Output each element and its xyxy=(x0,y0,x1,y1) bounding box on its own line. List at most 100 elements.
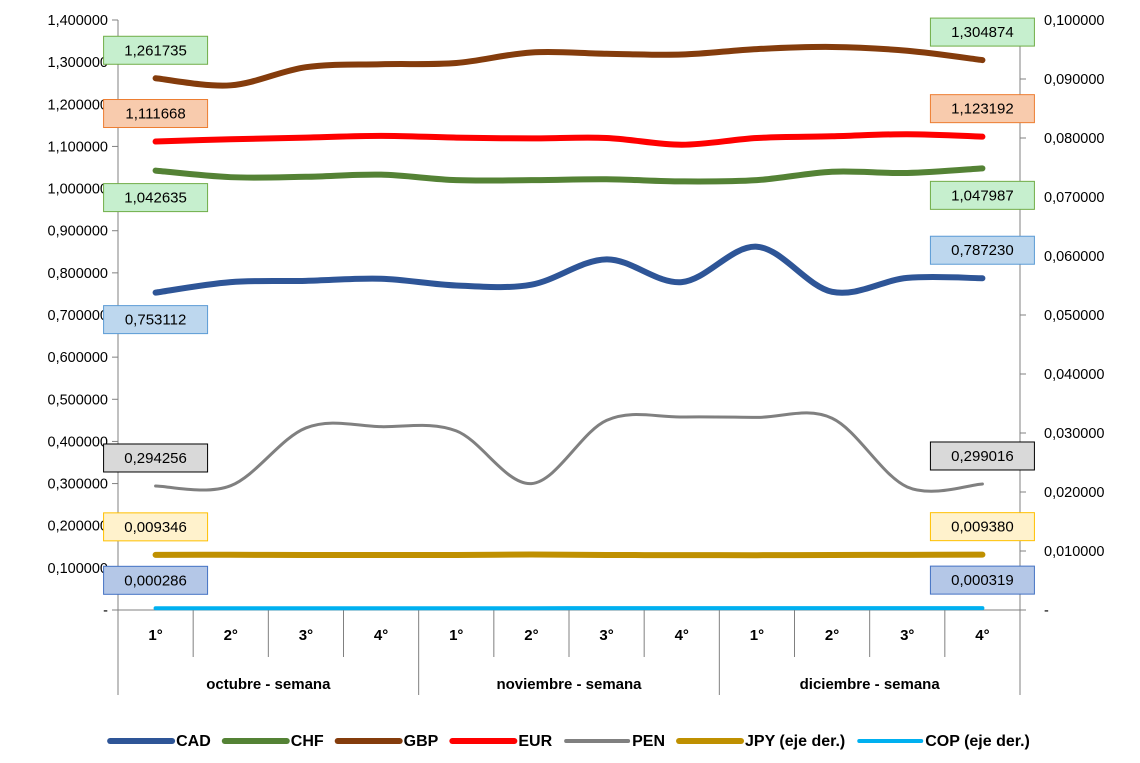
data-label-text: 1,047987 xyxy=(951,187,1014,204)
left-axis-tick-label: 1,400000 xyxy=(48,13,108,29)
legend: CAD CHF GBP EUR PEN JPY (eje der.) COP (eje de… xyxy=(107,733,1030,750)
right-axis-tick-label: 0,010000 xyxy=(1044,544,1104,560)
data-label-cad-last: 0,787230 xyxy=(929,235,1035,265)
data-label-box xyxy=(103,183,209,213)
data-label-text: 0,753112 xyxy=(125,312,186,329)
left-axis-tick-label: 1,300000 xyxy=(48,55,108,71)
left-axis-tick-label: 0,200000 xyxy=(48,519,108,535)
data-label-box xyxy=(929,512,1035,542)
data-labels-layer: 0,753112 0,787230 1,042635 1,047987 1,261735… xyxy=(103,17,1035,595)
series-line-chf xyxy=(152,165,986,185)
right-axis-tick-label: 0,080000 xyxy=(1044,131,1104,147)
left-axis-tick-label: 0,800000 xyxy=(48,266,108,282)
data-label-box xyxy=(103,35,209,65)
left-axis-tick-label: 1,000000 xyxy=(48,182,108,198)
left-axis-tick-label: 1,200000 xyxy=(48,97,108,113)
left-axis-tick-label: 0,400000 xyxy=(48,434,108,450)
legend-item-cop-eje-der: COP (eje der.) xyxy=(857,733,1030,750)
left-axis-tick-label: 0,700000 xyxy=(48,308,108,324)
legend-label: PEN xyxy=(632,733,665,750)
data-label-cop-eje-der-last: 0,000319 xyxy=(929,565,1035,595)
legend-label: JPY (eje der.) xyxy=(745,733,845,750)
series-layer xyxy=(152,43,986,611)
legend-item-gbp: GBP xyxy=(334,733,439,750)
x-category-label: 4° xyxy=(975,627,989,644)
x-category-label: 3° xyxy=(299,627,313,644)
legend-item-cad: CAD xyxy=(107,733,211,750)
data-label-box xyxy=(929,235,1035,265)
data-label-text: 0,294256 xyxy=(124,450,187,467)
right-axis-tick-label: 0,050000 xyxy=(1044,308,1104,324)
data-label-text: 1,123192 xyxy=(951,101,1014,118)
data-label-eur-first: 1,111668 xyxy=(103,99,209,129)
legend-item-eur: EUR xyxy=(449,733,553,750)
left-axis-tick-label: 0,100000 xyxy=(48,561,108,577)
data-label-text: 1,111668 xyxy=(125,106,185,123)
data-label-box xyxy=(103,565,209,595)
right-axis-tick-label: 0,070000 xyxy=(1044,190,1104,206)
data-label-box xyxy=(929,180,1035,210)
left-axis-tick-label: 0,600000 xyxy=(48,350,108,366)
axes: - 0,100000 0,200000 0,300000 0,400000 0,50000… xyxy=(48,13,1104,695)
legend-item-chf: CHF xyxy=(221,733,324,750)
data-label-text: 1,261735 xyxy=(124,42,187,59)
data-label-chf-last: 1,047987 xyxy=(929,180,1035,210)
series-line-pen xyxy=(154,411,984,493)
series-line-gbp xyxy=(152,43,986,89)
data-label-text: 0,000319 xyxy=(951,572,1014,589)
data-label-box xyxy=(103,443,209,473)
data-label-box xyxy=(103,512,209,542)
series-line-cad xyxy=(152,243,986,296)
left-axis-tick-label: 0,500000 xyxy=(48,392,108,408)
x-category-label: 3° xyxy=(900,627,914,644)
legend-item-jpy-eje-der: JPY (eje der.) xyxy=(676,733,845,750)
data-label-box xyxy=(103,305,209,335)
data-label-pen-last: 0,299016 xyxy=(929,441,1035,471)
data-label-box xyxy=(929,441,1035,471)
data-label-gbp-last: 1,304874 xyxy=(929,17,1035,47)
right-axis-tick-label: 0,030000 xyxy=(1044,426,1104,442)
x-group-label: diciembre - semana xyxy=(800,676,941,693)
data-label-pen-first: 0,294256 xyxy=(103,443,209,473)
data-label-chf-first: 1,042635 xyxy=(103,183,209,213)
x-group-label: octubre - semana xyxy=(206,676,331,693)
legend-item-pen: PEN xyxy=(564,733,665,750)
series-line-jpy-eje-der xyxy=(152,551,986,559)
series-line-eur xyxy=(152,131,986,148)
data-label-text: 0,009346 xyxy=(124,519,187,536)
data-label-cad-first: 0,753112 xyxy=(103,305,209,335)
data-label-box xyxy=(929,94,1035,124)
data-label-gbp-first: 1,261735 xyxy=(103,35,209,65)
right-axis-tick-label: 0,020000 xyxy=(1044,485,1104,501)
right-axis-tick-label: 0,040000 xyxy=(1044,367,1104,383)
x-category-label: 4° xyxy=(374,627,388,644)
data-label-jpy-eje-der-last: 0,009380 xyxy=(929,512,1035,542)
x-category-label: 2° xyxy=(224,627,238,644)
x-category-label: 2° xyxy=(825,627,839,644)
x-category-label: 1° xyxy=(449,627,463,644)
data-label-text: 0,000286 xyxy=(124,572,187,589)
legend-label: COP (eje der.) xyxy=(925,733,1030,750)
data-label-text: 1,042635 xyxy=(124,190,187,207)
legend-label: GBP xyxy=(404,733,439,750)
x-group-label: noviembre - semana xyxy=(496,676,642,693)
data-label-text: 0,009380 xyxy=(951,519,1014,536)
legend-label: CAD xyxy=(176,733,211,750)
right-axis-tick-label: 0,100000 xyxy=(1044,13,1104,29)
x-category-label: 1° xyxy=(750,627,764,644)
x-category-label: 4° xyxy=(675,627,689,644)
legend-label: CHF xyxy=(291,733,324,750)
right-axis-tick-label: 0,060000 xyxy=(1044,249,1104,265)
right-axis-tick-label: - xyxy=(1044,603,1049,619)
right-axis-tick-label: 0,090000 xyxy=(1044,72,1104,88)
data-label-box xyxy=(929,565,1035,595)
left-axis-tick-label: - xyxy=(103,603,108,619)
legend-label: EUR xyxy=(518,733,552,750)
data-label-box xyxy=(103,99,209,129)
data-label-eur-last: 1,123192 xyxy=(929,94,1035,124)
data-label-text: 0,787230 xyxy=(951,242,1014,259)
x-category-label: 2° xyxy=(524,627,538,644)
data-label-box xyxy=(929,17,1035,47)
